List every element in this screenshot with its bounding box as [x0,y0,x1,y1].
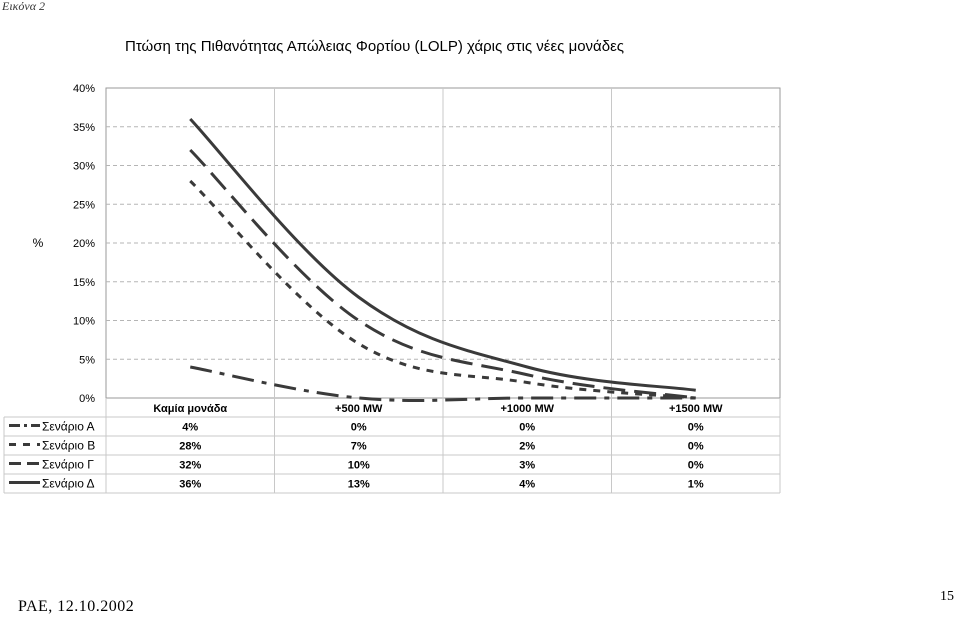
data-table-cell: 0% [688,441,704,453]
data-table-cell: 36% [179,479,201,491]
data-table-cell: 10% [348,460,370,472]
y-tick-label: 30% [73,161,95,173]
series-line-3 [189,148,696,400]
x-category-label: +500 MW [335,403,383,415]
legend-series-name: Σενάριο Β [42,439,95,453]
chart-title: Πτώση της Πιθανότητας Απώλειας Φορτίου (… [125,38,624,55]
y-tick-label: 10% [73,316,95,328]
data-table-cell: 0% [351,422,367,434]
series-line-2 [189,179,696,400]
legend-series-name: Σενάριο Α [42,420,95,434]
data-table-cell: 0% [519,422,535,434]
series-line-1 [189,365,696,402]
data-table-cell: 4% [182,422,198,434]
data-table-cell: 3% [519,460,535,472]
legend-series-name: Σενάριο Δ [42,477,95,491]
data-table-cell: 0% [688,422,704,434]
y-tick-label: 25% [73,199,95,211]
data-table-cell: 2% [519,441,535,453]
data-table-cell: 13% [348,479,370,491]
y-tick-label: 0% [79,393,95,405]
y-tick-label: 20% [73,238,95,250]
x-category-label: Καμία μονάδα [153,403,227,415]
y-tick-label: 5% [79,354,95,366]
data-table-cell: 32% [179,460,201,472]
data-table-cell: 0% [688,460,704,472]
page-number: 15 [940,589,954,604]
y-tick-label: 35% [73,122,95,134]
legend-series-name: Σενάριο Γ [42,458,94,472]
data-table-cell: 1% [688,479,704,491]
series-line-4 [189,117,696,392]
footer-organization-date: ΡΑΕ, 12.10.2002 [18,598,135,615]
data-table-cell: 4% [519,479,535,491]
data-table-cell: 7% [351,441,367,453]
figure-label: Εικόνα 2 [2,0,46,13]
y-axis-label: % [33,236,44,250]
x-category-label: +1500 MW [669,403,723,415]
y-tick-label: 40% [73,83,95,95]
data-table-cell: 28% [179,441,201,453]
y-tick-label: 15% [73,277,95,289]
x-category-label: +1000 MW [501,403,555,415]
